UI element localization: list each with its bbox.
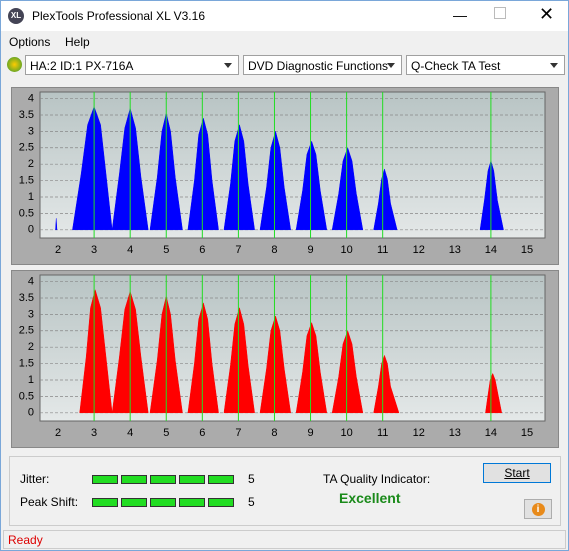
y-tick-label: 2.5 xyxy=(19,325,34,337)
x-tick-label: 3 xyxy=(91,427,97,439)
rating-block xyxy=(121,498,147,507)
rating-block xyxy=(208,498,234,507)
x-tick-label: 8 xyxy=(271,244,277,256)
x-tick-label: 6 xyxy=(199,427,205,439)
y-tick-label: 3 xyxy=(28,308,34,320)
y-tick-label: 3.5 xyxy=(19,292,34,304)
x-tick-label: 12 xyxy=(413,244,425,256)
rating-block xyxy=(179,475,205,484)
x-tick-label: 5 xyxy=(163,244,169,256)
rating-block xyxy=(92,498,118,507)
x-tick-label: 14 xyxy=(485,244,497,256)
x-tick-label: 8 xyxy=(271,427,277,439)
menu-options[interactable]: Options xyxy=(9,35,51,49)
y-tick-label: 1.5 xyxy=(19,174,34,186)
x-tick-label: 13 xyxy=(449,244,461,256)
x-tick-label: 4 xyxy=(127,244,133,256)
data-area xyxy=(55,106,504,231)
peak-shift-bar xyxy=(92,496,237,507)
jitter-bar xyxy=(92,473,237,484)
x-tick-label: 13 xyxy=(449,427,461,439)
x-tick-label: 4 xyxy=(127,427,133,439)
rating-block xyxy=(150,498,176,507)
x-tick-label: 2 xyxy=(55,427,61,439)
x-tick-label: 2 xyxy=(55,244,61,256)
status-text: Ready xyxy=(8,533,43,547)
peak-shift-label: Peak Shift: xyxy=(20,495,79,509)
results-panel: Jitter: 5 Peak Shift: 5 TA Quality Indic… xyxy=(9,456,561,526)
x-tick-label: 15 xyxy=(521,427,533,439)
x-tick-label: 3 xyxy=(91,244,97,256)
start-button[interactable]: Start xyxy=(483,463,551,483)
jitter-label: Jitter: xyxy=(20,472,50,486)
rating-block xyxy=(121,475,147,484)
quality-label: TA Quality Indicator: xyxy=(323,472,431,486)
rating-block xyxy=(179,498,205,507)
y-tick-label: 4 xyxy=(28,275,34,287)
drive-select[interactable]: HA:2 ID:1 PX-716A xyxy=(25,55,239,75)
y-tick-label: 1 xyxy=(28,191,34,203)
y-tick-label: 4 xyxy=(28,92,34,104)
test-select[interactable]: Q-Check TA Test xyxy=(406,55,565,75)
y-tick-label: 2 xyxy=(28,341,34,353)
x-tick-label: 9 xyxy=(307,244,313,256)
status-bar: Ready xyxy=(3,530,566,549)
x-tick-label: 11 xyxy=(377,427,388,439)
x-tick-label: 11 xyxy=(377,244,388,256)
maximize[interactable] xyxy=(494,7,506,19)
close[interactable]: ✕ xyxy=(539,4,555,24)
chart: 0 0.5 1 1.5 2 2.5 3 3.5 4 2 3 4 5 6 7 8 9 10 11 12 13 14 15 xyxy=(19,274,546,439)
y-tick-label: 0 xyxy=(28,407,34,419)
info-button[interactable]: i xyxy=(524,499,552,519)
y-tick-label: 3.5 xyxy=(19,109,34,121)
function-select[interactable]: DVD Diagnostic Functions xyxy=(243,55,402,75)
window-title: PlexTools Professional XL V3.16 xyxy=(32,9,205,23)
data-area xyxy=(79,288,503,414)
chart: 0 0.5 1 1.5 2 2.5 3 3.5 4 2 3 4 5 6 7 8 9 10 11 12 13 14 15 xyxy=(19,91,546,256)
rating-block xyxy=(150,475,176,484)
chart-panel: 0 0.5 1 1.5 2 2.5 3 3.5 4 2 3 4 5 6 7 8 9 10 11 12 13 14 15 xyxy=(11,87,559,265)
x-tick-label: 12 xyxy=(413,427,425,439)
title-bar: XL PlexTools Professional XL V3.16 — ✕ xyxy=(1,1,568,31)
x-tick-label: 7 xyxy=(235,244,241,256)
y-tick-label: 1 xyxy=(28,374,34,386)
x-tick-label: 15 xyxy=(521,244,533,256)
rating-block xyxy=(92,475,118,484)
y-tick-label: 0.5 xyxy=(19,207,34,219)
app-icon: XL xyxy=(8,8,24,24)
y-tick-label: 0 xyxy=(28,224,34,236)
peak-shift-value: 5 xyxy=(248,495,255,509)
jitter-value: 5 xyxy=(248,472,255,486)
y-tick-label: 3 xyxy=(28,125,34,137)
menu-help[interactable]: Help xyxy=(65,35,90,49)
quality-value: Excellent xyxy=(339,490,401,506)
x-tick-label: 9 xyxy=(307,427,313,439)
x-tick-label: 14 xyxy=(485,427,497,439)
x-tick-label: 10 xyxy=(340,244,352,256)
y-tick-label: 2.5 xyxy=(19,142,34,154)
x-tick-label: 10 xyxy=(340,427,352,439)
minimize[interactable]: — xyxy=(453,7,467,23)
y-tick-label: 0.5 xyxy=(19,390,34,402)
x-tick-label: 6 xyxy=(199,244,205,256)
y-tick-label: 1.5 xyxy=(19,357,34,369)
drive-icon xyxy=(7,57,22,72)
y-tick-label: 2 xyxy=(28,158,34,170)
chart-panel: 0 0.5 1 1.5 2 2.5 3 3.5 4 2 3 4 5 6 7 8 9 10 11 12 13 14 15 xyxy=(11,270,559,448)
x-tick-label: 7 xyxy=(235,427,241,439)
x-tick-label: 5 xyxy=(163,427,169,439)
rating-block xyxy=(208,475,234,484)
